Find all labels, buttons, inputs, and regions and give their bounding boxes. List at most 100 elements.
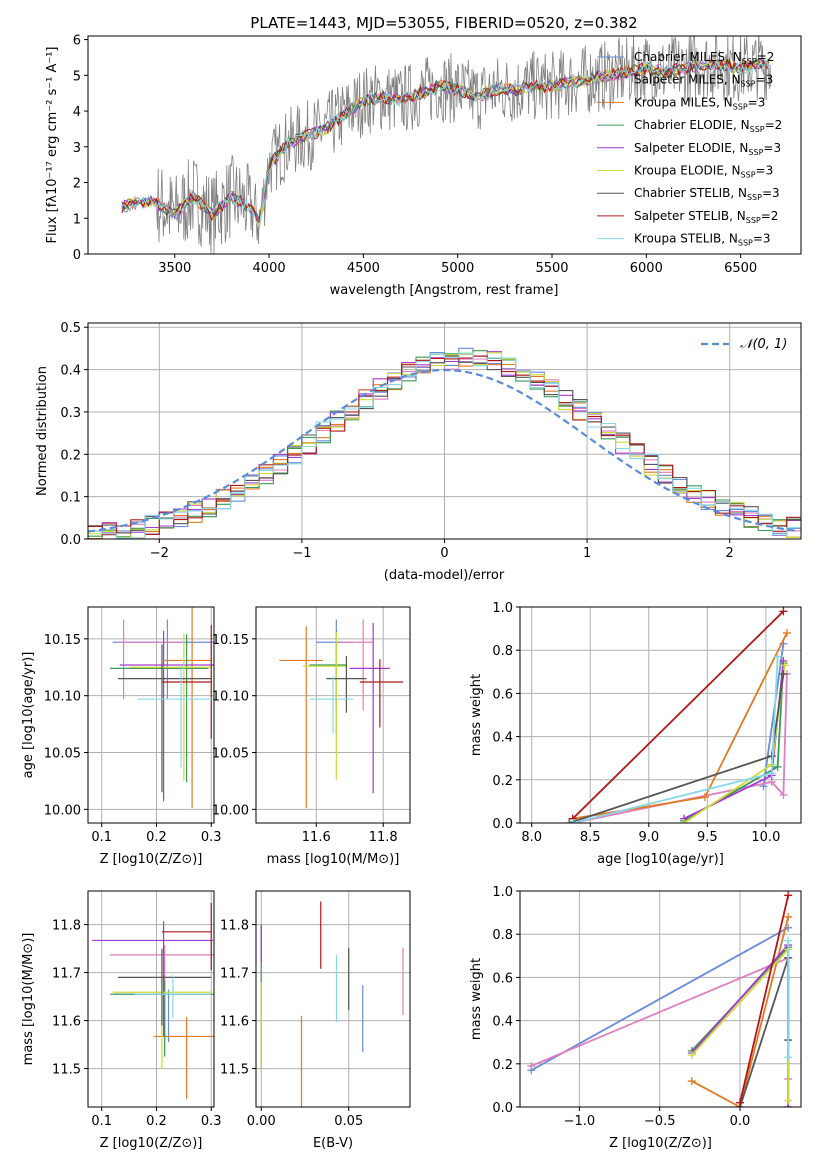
x-tick-label: −0.5	[644, 1114, 676, 1129]
y-tick-label: 6	[73, 34, 81, 49]
legend-nssp: =3	[756, 73, 774, 87]
x-tick-label: 0.1	[91, 830, 112, 845]
legend-entry: Salpeter STELIB, NSSP=2	[634, 209, 778, 225]
x-tick-label: 4500	[347, 261, 380, 276]
mass_vs_EBV-frame	[255, 890, 411, 1108]
age_vs_mass-errorbars	[279, 619, 404, 809]
x-tick-label: 0.2	[146, 1114, 167, 1129]
legend-nssp: =3	[756, 164, 774, 178]
legend-nssp: =3	[753, 232, 771, 246]
y-tick-label: 0.0	[60, 533, 81, 548]
y-tick-label: 10.00	[212, 803, 249, 818]
x-tick-label: 9.5	[697, 830, 718, 845]
y-tick-label: 0.4	[60, 364, 81, 379]
y-tick-label: 1.0	[492, 601, 513, 616]
weight-marker	[687, 1077, 696, 1086]
y-tick-label: 0.8	[492, 928, 513, 943]
weight-line	[762, 643, 785, 787]
y-tick-label: 11.8	[220, 919, 249, 934]
weight-marker	[784, 936, 793, 945]
y-tick-label: 0.2	[492, 1058, 513, 1073]
spectrum-model-line	[121, 58, 770, 229]
weight-marker	[687, 1051, 696, 1060]
age_vs_Z-axes	[84, 607, 214, 827]
y-tick-label: 0	[73, 248, 81, 263]
y-tick-label: 0.4	[492, 1015, 513, 1030]
spectrum-frame	[87, 35, 802, 255]
y-tick-label: 10.15	[44, 633, 81, 648]
weight-marker	[767, 769, 776, 778]
weight-marker	[779, 790, 788, 799]
y-tick-label: 11.7	[52, 967, 81, 982]
mass_vs_EBV-errorbars	[260, 901, 404, 1107]
y-tick-label: 11.6	[220, 1015, 249, 1030]
legend-entry: Chabrier ELODIE, NSSP=2	[634, 118, 782, 134]
weight-marker	[779, 657, 788, 665]
weight-marker	[773, 652, 782, 661]
weight-marker	[735, 1098, 744, 1107]
spectrum-y-label: Flux [fλ10⁻¹⁷ erg cm⁻² s⁻¹ A⁻¹]	[45, 47, 60, 244]
x-tick-label: 6000	[630, 261, 663, 276]
y-tick-label: 11.5	[52, 1063, 81, 1078]
y-tick-label: 10.05	[44, 747, 81, 762]
weight_vs_Z-axes	[516, 890, 801, 1111]
y-tick-label: 11.8	[52, 919, 81, 934]
age_vs_Z-x-label: Z [log10(Z/Z⊙)]	[100, 852, 203, 867]
weight-marker	[784, 891, 793, 900]
normal-legend-label: 𝒩(0, 1)	[740, 337, 787, 352]
x-tick-label: 8.0	[521, 830, 542, 845]
y-tick-label: 10.05	[212, 747, 249, 762]
x-tick-label: 6500	[724, 261, 757, 276]
mass_vs_Z-errorbars	[92, 903, 214, 1099]
y-tick-label: 0.3	[60, 406, 81, 421]
weight-marker	[784, 1096, 793, 1105]
legend-subscript: SSP	[733, 102, 748, 111]
y-tick-label: 1.0	[492, 885, 513, 900]
legend-entry: Salpeter ELODIE, NSSP=3	[634, 141, 781, 157]
x-tick-label: 8.5	[580, 830, 601, 845]
y-tick-label: 10.15	[212, 633, 249, 648]
age_vs_mass-axes	[252, 607, 410, 827]
weight-line	[572, 610, 785, 820]
figure-title: PLATE=1443, MJD=53055, FIBERID=0520, z=0…	[250, 14, 637, 32]
age_vs_Z-frame	[87, 606, 215, 824]
x-tick-label: 10.0	[751, 830, 780, 845]
residual-histogram	[88, 352, 801, 539]
y-tick-label: 3	[73, 141, 81, 156]
mass_vs_Z-axes	[84, 891, 214, 1111]
legend-entry: Salpeter MILES, NSSP=3	[634, 73, 773, 89]
spectrum-data-line	[121, 36, 772, 254]
mass_vs_EBV-axes	[252, 891, 410, 1111]
weight-marker	[679, 819, 688, 823]
x-tick-label: 5000	[441, 261, 474, 276]
mass_vs_EBV-x-label: E(B-V)	[313, 1136, 353, 1151]
weight_vs_Z-x-label: Z [log10(Z/Z⊙)]	[609, 1136, 712, 1151]
y-tick-label: 11.6	[52, 1015, 81, 1030]
weight-line	[572, 656, 779, 823]
mass_vs_Z-y-label: mass [log10(M/M⊙)]	[21, 933, 36, 1066]
age_vs_Z-errorbars	[109, 607, 214, 809]
residuals-frame	[87, 322, 802, 540]
y-tick-label: 10.00	[44, 803, 81, 818]
legend-entry: Kroupa ELODIE, NSSP=3	[634, 164, 773, 180]
x-tick-label: 5500	[535, 261, 568, 276]
y-tick-label: 0.2	[492, 774, 513, 789]
x-tick-label: 0.0	[730, 1114, 751, 1129]
y-tick-label: 0.4	[492, 731, 513, 746]
spectrum-axes	[84, 39, 742, 258]
legend-nssp: =2	[757, 50, 775, 64]
weight-line	[530, 926, 789, 1072]
y-tick-label: 11.5	[220, 1063, 249, 1078]
legend-subscript: SSP	[750, 125, 765, 134]
x-tick-label: 11.6	[302, 830, 331, 845]
y-tick-label: 0.1	[60, 491, 81, 506]
spectrum-lines	[121, 36, 772, 254]
legend-nssp: =2	[761, 209, 779, 223]
y-tick-label: 0.6	[492, 971, 513, 986]
x-tick-label: 0	[440, 546, 448, 561]
legend-subscript: SSP	[742, 57, 757, 66]
legend-nssp: =3	[763, 141, 781, 155]
y-tick-label: 4	[73, 105, 81, 120]
legend-subscript: SSP	[748, 148, 763, 157]
legend-entry: Kroupa STELIB, NSSP=3	[634, 232, 771, 248]
